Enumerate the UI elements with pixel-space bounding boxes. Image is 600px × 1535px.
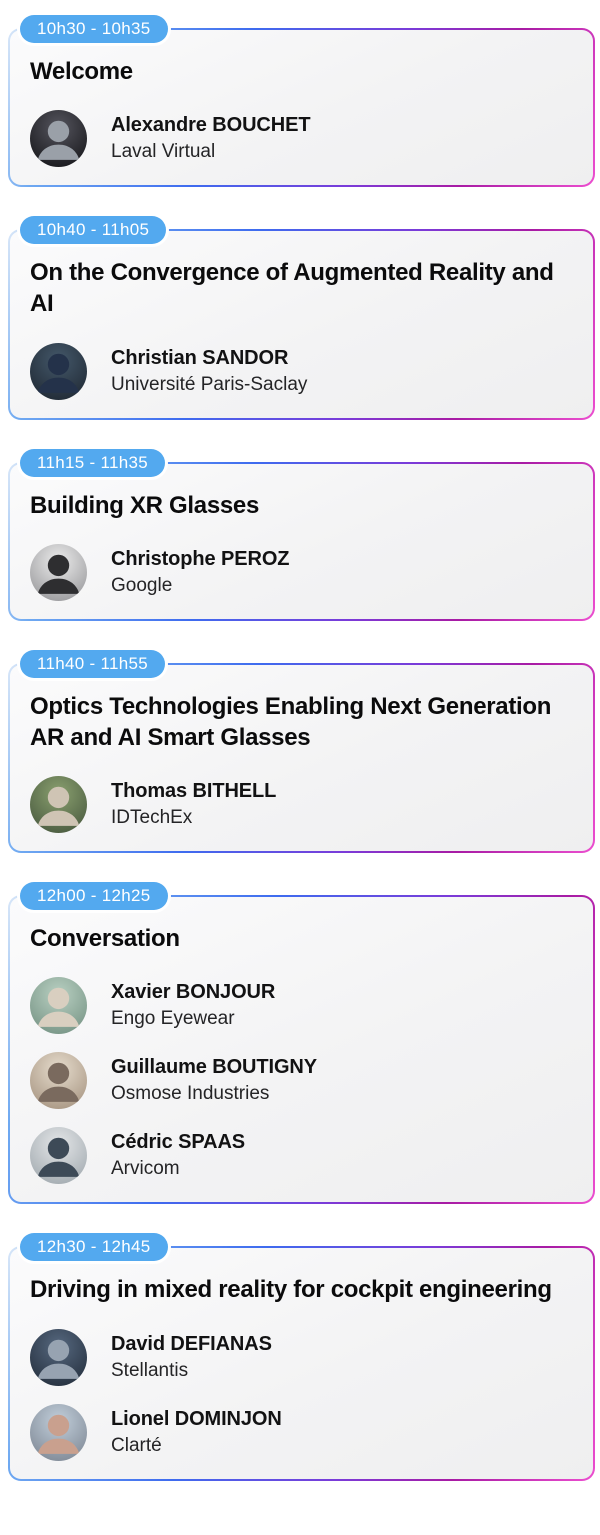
speaker-name: Cédric SPAAS bbox=[111, 1131, 246, 1154]
speaker-text: David DEFIANAS Stellantis bbox=[111, 1333, 272, 1382]
speaker-name: David DEFIANAS bbox=[111, 1332, 272, 1355]
speaker-row: Lionel DOMINJON Clarté bbox=[30, 1403, 571, 1461]
speaker-list: Christian SANDOR Université Paris-Saclay bbox=[30, 342, 571, 400]
speaker-row: David DEFIANAS Stellantis bbox=[30, 1328, 571, 1386]
speaker-row: Christian SANDOR Université Paris-Saclay bbox=[30, 342, 571, 400]
speaker-avatar-photo bbox=[30, 977, 87, 1035]
person-silhouette-icon bbox=[37, 786, 80, 826]
speaker-organization: Osmose Industries bbox=[111, 1083, 270, 1105]
speaker-avatar-photo bbox=[30, 110, 87, 168]
speaker-row: Alexandre BOUCHET Laval Virtual bbox=[30, 110, 571, 168]
session-card[interactable]: 10h40 - 11h05 On the Convergence of Augm… bbox=[8, 216, 595, 419]
session-title: Conversation bbox=[30, 925, 180, 953]
speaker-organization: Laval Virtual bbox=[111, 141, 216, 163]
person-silhouette-icon bbox=[37, 120, 80, 161]
speaker-avatar-photo bbox=[30, 543, 87, 601]
speaker-avatar-photo bbox=[30, 1328, 87, 1386]
speaker-list: Xavier BONJOUR Engo Eyewear Guillaume BO… bbox=[30, 977, 571, 1185]
speaker-list: Christophe PEROZ Google bbox=[30, 543, 571, 601]
speaker-organization: Google bbox=[111, 574, 173, 596]
speaker-row: Guillaume BOUTIGNY Osmose Industries bbox=[30, 1052, 571, 1110]
speaker-organization: Engo Eyewear bbox=[111, 1008, 235, 1030]
session-card[interactable]: 12h00 - 12h25 Conversation Xavier BONJOU… bbox=[8, 882, 595, 1204]
speaker-name: Guillaume BOUTIGNY bbox=[111, 1056, 318, 1079]
speaker-row: Thomas BITHELL IDTechEx bbox=[30, 776, 571, 834]
speaker-organization: Université Paris-Saclay bbox=[111, 373, 308, 395]
speaker-text: Guillaume BOUTIGNY Osmose Industries bbox=[111, 1056, 317, 1105]
person-silhouette-icon bbox=[37, 554, 80, 594]
speaker-list: David DEFIANAS Stellantis Lionel DOMINJO… bbox=[30, 1328, 571, 1461]
session-time-badge: 12h00 - 12h25 bbox=[20, 882, 168, 911]
speaker-text: Thomas BITHELL IDTechEx bbox=[111, 780, 276, 829]
person-silhouette-icon bbox=[37, 1063, 80, 1103]
speaker-avatar-photo bbox=[30, 342, 87, 400]
speaker-name: Thomas BITHELL bbox=[111, 780, 277, 803]
session-time-badge: 10h30 - 10h35 bbox=[20, 15, 168, 43]
speaker-avatar-photo bbox=[30, 1127, 87, 1185]
speaker-text: Xavier BONJOUR Engo Eyewear bbox=[111, 981, 275, 1030]
speaker-row: Cédric SPAAS Arvicom bbox=[30, 1127, 571, 1185]
speaker-row: Xavier BONJOUR Engo Eyewear bbox=[30, 977, 571, 1035]
speaker-text: Christophe PEROZ Google bbox=[111, 547, 290, 597]
speaker-avatar-photo bbox=[30, 776, 87, 834]
session-card[interactable]: 11h15 - 11h35 Building XR Glasses Christ… bbox=[8, 448, 595, 621]
speaker-name: Christophe PEROZ bbox=[111, 547, 290, 570]
session-time-badge: 11h15 - 11h35 bbox=[20, 448, 166, 477]
speaker-avatar-photo bbox=[30, 1052, 87, 1110]
speaker-list: Thomas BITHELL IDTechEx bbox=[30, 776, 571, 834]
person-silhouette-icon bbox=[37, 1414, 80, 1454]
session-card[interactable]: 12h30 - 12h45 Driving in mixed reality f… bbox=[8, 1233, 595, 1480]
session-title: Driving in mixed reality for cockpit eng… bbox=[30, 1276, 552, 1304]
session-time-badge: 11h40 - 11h55 bbox=[20, 649, 166, 678]
speaker-text: Lionel DOMINJON Clarté bbox=[111, 1408, 282, 1457]
agenda-list: 10h30 - 10h35 Welcome Alexandre BOUCHET … bbox=[8, 15, 595, 1480]
session-time-badge: 10h40 - 11h05 bbox=[20, 216, 167, 245]
session-title: On the Convergence of Augmented Reality … bbox=[30, 259, 554, 318]
speaker-name: Christian SANDOR bbox=[111, 346, 289, 369]
speaker-name: Lionel DOMINJON bbox=[111, 1407, 282, 1430]
speaker-organization: Stellantis bbox=[111, 1359, 189, 1381]
speaker-organization: IDTechEx bbox=[111, 807, 193, 829]
person-silhouette-icon bbox=[37, 1339, 80, 1379]
session-card[interactable]: 10h30 - 10h35 Welcome Alexandre BOUCHET … bbox=[8, 15, 595, 187]
speaker-avatar-photo bbox=[30, 1403, 87, 1461]
session-title: Building XR Glasses bbox=[30, 491, 260, 519]
speaker-list: Alexandre BOUCHET Laval Virtual bbox=[30, 110, 571, 168]
speaker-name: Alexandre BOUCHET bbox=[111, 114, 311, 137]
session-title: Optics Technologies Enabling Next Genera… bbox=[30, 692, 552, 751]
speaker-text: Cédric SPAAS Arvicom bbox=[111, 1131, 245, 1180]
speaker-organization: Clarté bbox=[111, 1434, 162, 1456]
speaker-text: Alexandre BOUCHET Laval Virtual bbox=[111, 114, 311, 163]
speaker-row: Christophe PEROZ Google bbox=[30, 543, 571, 601]
session-card[interactable]: 11h40 - 11h55 Optics Technologies Enabli… bbox=[8, 649, 595, 853]
speaker-text: Christian SANDOR Université Paris-Saclay bbox=[111, 347, 307, 396]
speaker-organization: Arvicom bbox=[111, 1158, 180, 1180]
person-silhouette-icon bbox=[37, 988, 80, 1028]
session-time-badge: 12h30 - 12h45 bbox=[20, 1233, 168, 1262]
person-silhouette-icon bbox=[37, 353, 80, 393]
session-title: Welcome bbox=[30, 58, 133, 85]
speaker-name: Xavier BONJOUR bbox=[111, 981, 276, 1004]
person-silhouette-icon bbox=[37, 1138, 80, 1178]
